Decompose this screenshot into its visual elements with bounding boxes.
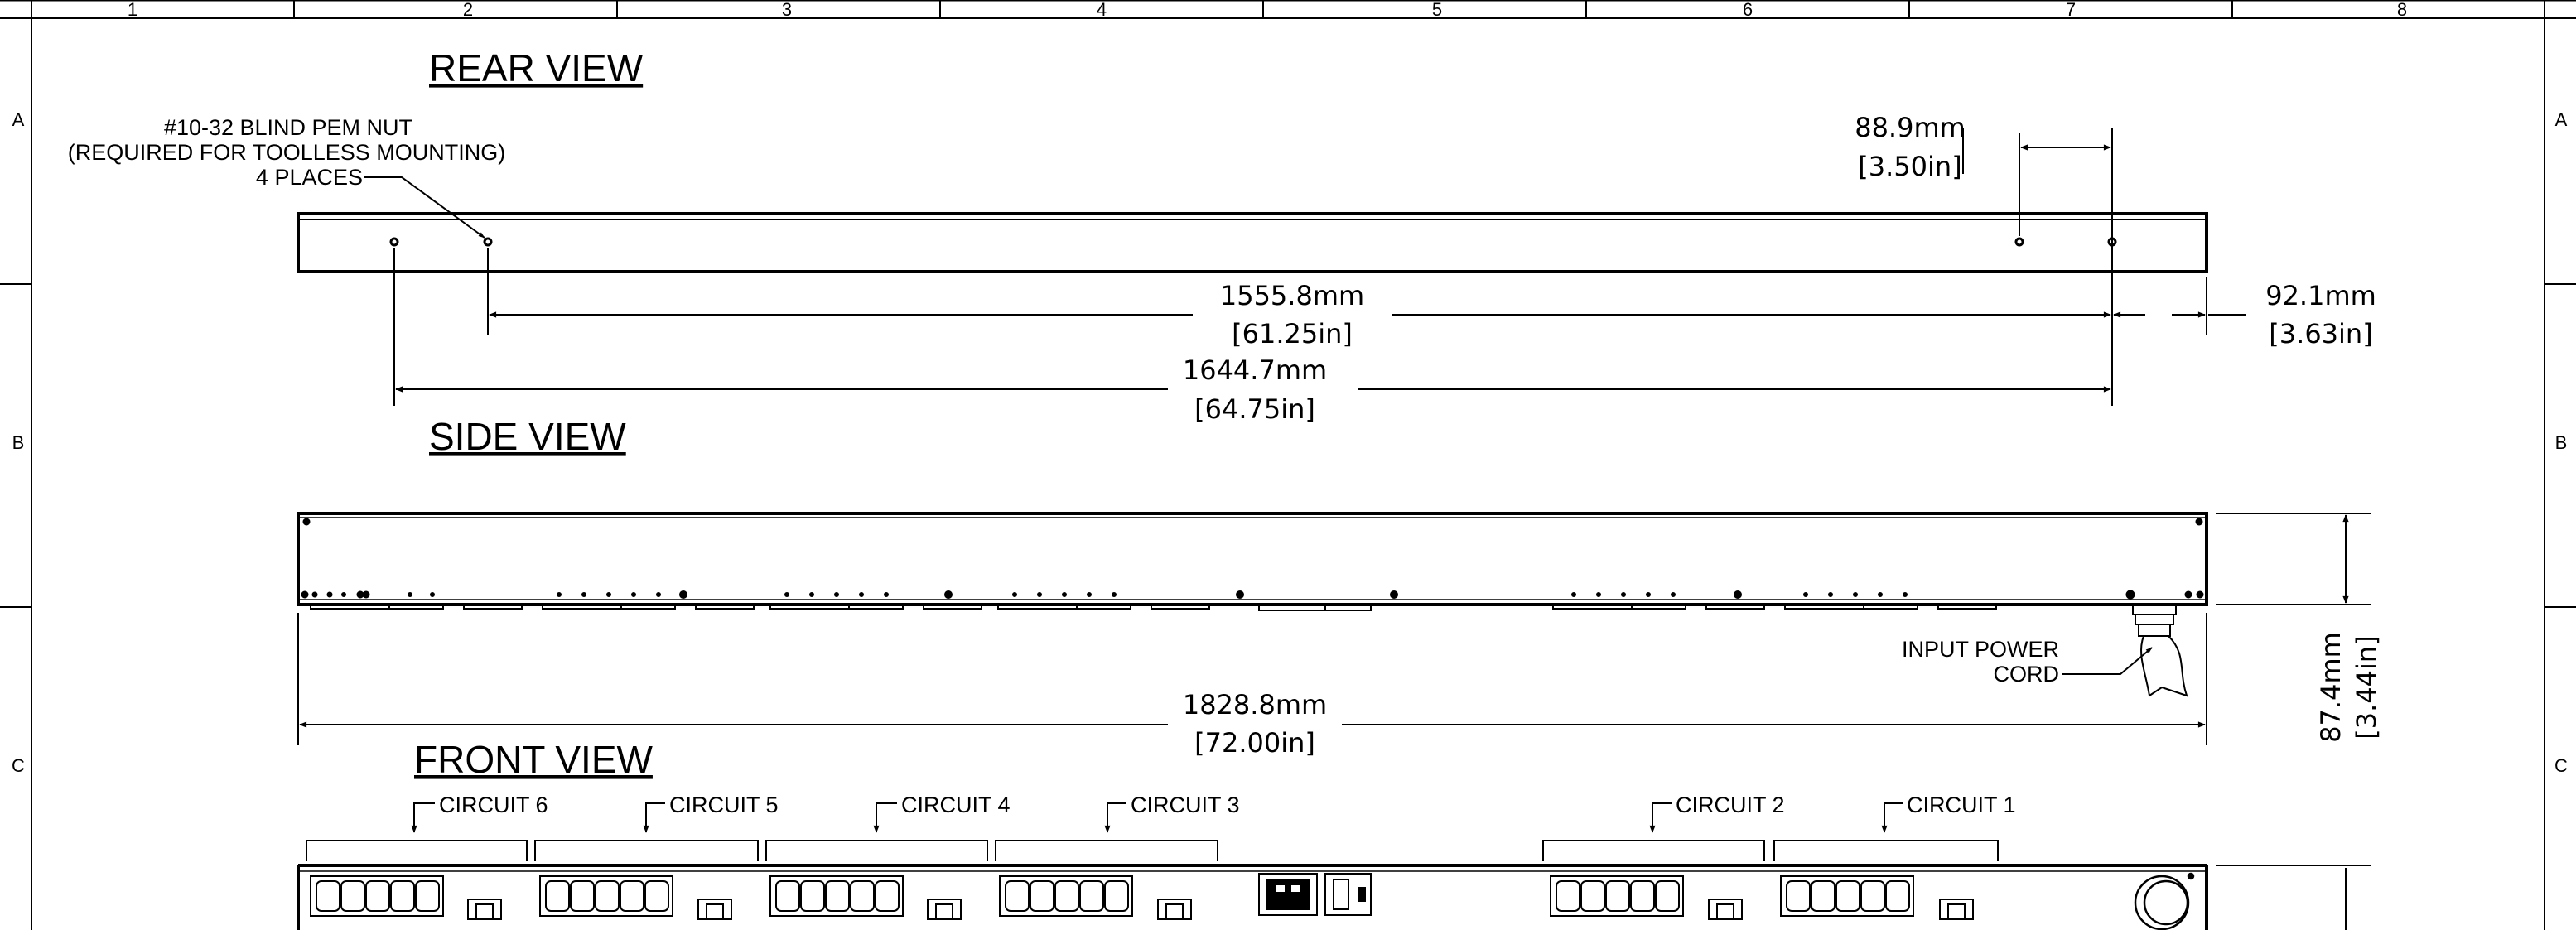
- row-label: C: [12, 755, 25, 776]
- dim-inner-span-in: [61.25in]: [1232, 318, 1353, 349]
- dim-height-lines: [2216, 513, 2371, 930]
- pem-nut-note-line2: (REQUIRED FOR TOOLLESS MOUNTING): [68, 140, 506, 165]
- outlet-bank-circuit-5: [539, 875, 732, 920]
- cord-leader: [2062, 647, 2153, 675]
- column-label: 2: [463, 0, 473, 20]
- row-labels: A B C A B C: [12, 109, 2568, 776]
- side-view-outlet-bumps: [310, 604, 1997, 611]
- column-label: 7: [2066, 0, 2076, 20]
- side-view-outline: [297, 512, 2208, 606]
- front-view-outline: [297, 864, 2208, 930]
- power-inlet-gland: [2134, 872, 2195, 930]
- dim-inner-span-mm: 1555.8mm: [1220, 280, 1364, 311]
- pem-nut-leader: [364, 176, 485, 239]
- dim-length-lines: [297, 613, 2207, 745]
- side-view-title: SIDE VIEW: [429, 415, 626, 458]
- circuit-2-label: CIRCUIT 2: [1676, 793, 1785, 817]
- dim-length-in: [72.00in]: [1194, 727, 1315, 759]
- circuit-1-label: CIRCUIT 1: [1907, 793, 2016, 817]
- side-view-details: [301, 518, 2204, 600]
- circuit-callouts: [411, 802, 1903, 833]
- column-label: 6: [1743, 0, 1753, 20]
- cord-note-line1: INPUT POWER: [1902, 637, 2059, 662]
- front-view-title: FRONT VIEW: [414, 738, 654, 781]
- dim-hole-spacing-lines: [1962, 128, 2111, 174]
- dim-hole-spacing-in: [3.50in]: [1858, 151, 1961, 182]
- circuit-5-label: CIRCUIT 5: [669, 793, 779, 817]
- row-label: B: [2555, 432, 2568, 453]
- pem-nut-note-line1: #10-32 BLIND PEM NUT: [164, 115, 412, 140]
- column-label: 8: [2397, 0, 2407, 20]
- mounting-holes: [389, 237, 2117, 247]
- outlet-bank-circuit-2: [1550, 875, 1743, 920]
- circuit-6-label: CIRCUIT 6: [439, 793, 548, 817]
- column-label: 1: [128, 0, 137, 20]
- row-label: C: [2554, 755, 2568, 776]
- input-power-cord: [2132, 604, 2188, 697]
- outlet-bank-circuit-3: [999, 875, 1192, 920]
- column-label: 5: [1432, 0, 1442, 20]
- pem-nut-note-line3: 4 PLACES: [256, 165, 363, 190]
- dim-height-mm: 87.4mm: [2315, 632, 2347, 743]
- outlet-bank-circuit-4: [769, 875, 962, 920]
- column-label: 3: [782, 0, 792, 20]
- control-module: [1258, 873, 1372, 916]
- dim-length-mm: 1828.8mm: [1183, 689, 1327, 720]
- dim-end-offset-mm: 92.1mm: [2265, 280, 2376, 311]
- column-labels: 1 2 3 4 5 6 7 8: [128, 0, 2407, 20]
- row-label: A: [2555, 109, 2568, 130]
- cord-note-line2: CORD: [1994, 662, 2060, 687]
- circuit-brackets: [306, 840, 1999, 861]
- rear-extension-lines: [393, 128, 2207, 406]
- circuit-3-label: CIRCUIT 3: [1131, 793, 1240, 817]
- outlet-bank-circuit-1: [1780, 875, 1974, 920]
- outlet-bank-circuit-6: [310, 875, 502, 920]
- row-label: B: [12, 432, 25, 453]
- dim-outer-span-mm: 1644.7mm: [1183, 354, 1327, 386]
- dim-end-offset-in: [3.63in]: [2269, 318, 2372, 349]
- rear-view-title: REAR VIEW: [429, 46, 644, 89]
- dim-hole-spacing-mm: 88.9mm: [1855, 112, 1966, 143]
- row-label: A: [12, 109, 25, 130]
- dim-height-in: [3.44in]: [2351, 635, 2382, 739]
- circuit-4-label: CIRCUIT 4: [901, 793, 1011, 817]
- rear-view-outline: [297, 212, 2208, 273]
- dim-outer-span-in: [64.75in]: [1194, 393, 1315, 425]
- column-label: 4: [1097, 0, 1107, 20]
